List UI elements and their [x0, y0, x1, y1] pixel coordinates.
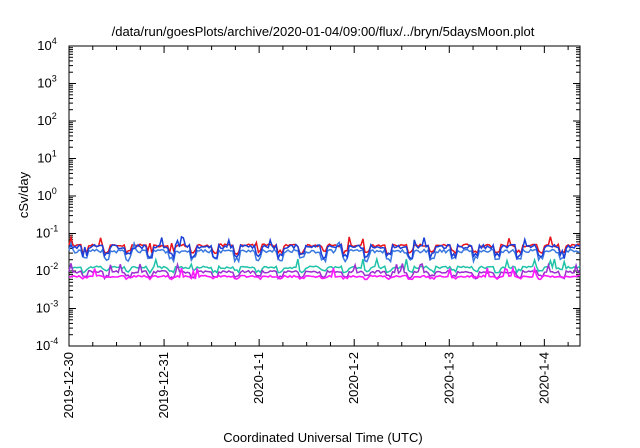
y-tick-base: 10: [36, 301, 50, 316]
x-tick-label: 2019-12-30: [61, 352, 76, 419]
y-tick-base: 10: [37, 113, 51, 128]
y-tick-label: 10-1: [36, 224, 58, 241]
series-layer: [68, 234, 581, 281]
y-tick-base: 10: [37, 151, 51, 166]
y-tick-exponent: 4: [52, 36, 57, 46]
y-tick-exponent: 3: [52, 74, 57, 84]
y-tick-label: 10-2: [36, 261, 58, 278]
y-tick-label: 104: [37, 36, 56, 53]
y-tick-exponent: 1: [52, 149, 57, 159]
x-tick-label: 2020-1-1: [251, 352, 266, 404]
plot-area: [68, 45, 581, 347]
y-tick-base: 10: [37, 38, 51, 53]
y-tick-exponent: -1: [50, 224, 58, 234]
series-line: [68, 265, 581, 281]
y-tick-base: 10: [36, 338, 50, 353]
y-tick-label: 100: [37, 186, 56, 203]
y-tick-base: 10: [36, 263, 50, 278]
y-tick-label: 10-3: [36, 299, 58, 316]
series-line: [68, 235, 581, 261]
plot-frame: [68, 45, 581, 347]
x-axis-ticks: 2019-12-30 2019-12-31 2020-1-1 2020-1-2 2020…: [61, 46, 569, 419]
y-tick-exponent: -4: [50, 336, 58, 346]
y-tick-exponent: -3: [50, 299, 58, 309]
x-axis-label: Coordinated Universal Time (UTC): [223, 430, 422, 445]
y-tick-exponent: 2: [52, 111, 57, 121]
y-tick-label: 103: [37, 74, 56, 91]
x-tick-label: 2020-1-4: [536, 352, 551, 404]
x-tick-label: 2020-1-2: [346, 352, 361, 404]
x-tick-label: 2019-12-31: [156, 352, 171, 419]
chart-title: /data/run/goesPlots/archive/2020-01-04/0…: [112, 24, 535, 39]
y-tick-label: 101: [37, 149, 56, 166]
y-tick-exponent: -2: [50, 261, 58, 271]
series-line: [68, 240, 581, 265]
y-tick-base: 10: [37, 188, 51, 203]
y-tick-label: 10-4: [36, 336, 58, 353]
series-line: [68, 256, 581, 275]
y-axis-label: cSv/day: [16, 171, 31, 218]
y-tick-base: 10: [37, 76, 51, 91]
y-tick-exponent: 0: [52, 186, 57, 196]
y-tick-base: 10: [36, 226, 50, 241]
x-tick-label: 2020-1-3: [441, 352, 456, 404]
y-tick-label: 102: [37, 111, 56, 128]
